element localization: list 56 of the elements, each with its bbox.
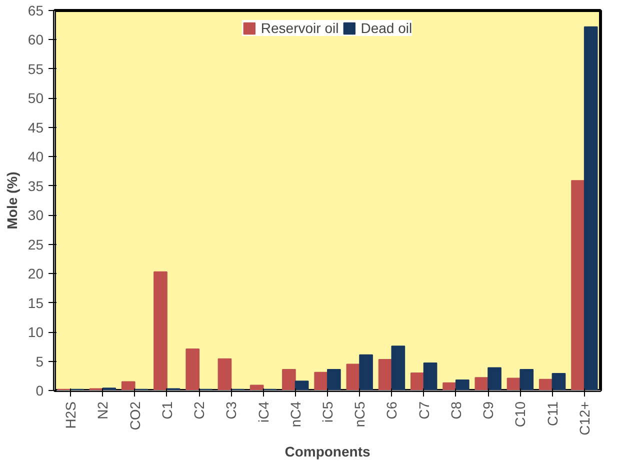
x-tick-label: C9 [480, 401, 496, 420]
y-tick-label: 0 [36, 382, 44, 398]
y-tick-label: 45 [28, 119, 44, 136]
x-tick-label: C1 [158, 401, 175, 420]
x-tick-label: C2 [191, 401, 208, 420]
bar [327, 368, 341, 390]
x-tick-label: C6 [384, 401, 400, 420]
bar [282, 368, 296, 390]
x-tick-label: C3 [223, 401, 240, 420]
bar [314, 372, 328, 390]
bar [121, 381, 136, 390]
x-tick-label: C12+ [576, 402, 592, 436]
bar [154, 271, 168, 390]
y-tick-label: 35 [28, 178, 44, 194]
bar [571, 180, 585, 390]
x-tick-label: iC5 [320, 401, 336, 423]
y-tick-label: 20 [28, 266, 44, 282]
bar [218, 358, 232, 390]
x-tick-label: CO2 [126, 401, 143, 430]
y-tick-label: 25 [28, 236, 44, 252]
x-tick-label: nC5 [352, 401, 368, 428]
x-tick-label: N2 [94, 401, 111, 420]
bar [410, 372, 424, 390]
x-tick-label: C7 [416, 401, 432, 420]
x-tick-label: C8 [448, 401, 464, 420]
y-axis-title: Mole (%) [4, 172, 20, 230]
bar [538, 378, 553, 390]
x-tick-label: iC4 [255, 401, 272, 423]
bar [250, 384, 264, 390]
x-tick-label: C10 [512, 401, 528, 428]
x-axis-title: Components [284, 443, 370, 460]
bar [488, 367, 502, 390]
legend-label: Reservoir oil [260, 20, 339, 36]
y-tick-label: 5 [36, 353, 44, 370]
legend-label: Dead oil [360, 20, 412, 36]
y-tick-label: 65 [28, 2, 44, 18]
bar [359, 354, 373, 390]
bar [520, 368, 534, 390]
y-tick-label: 15 [28, 294, 44, 311]
bar [186, 348, 200, 390]
y-tick-label: 55 [28, 60, 44, 77]
y-tick-label: 60 [28, 32, 44, 48]
x-tick-label: H2S [62, 402, 79, 429]
bar [423, 362, 438, 390]
bar [455, 379, 470, 390]
bar [552, 373, 566, 390]
bar [391, 346, 406, 390]
y-tick-label: 10 [28, 324, 44, 340]
x-tick-label: C11 [544, 401, 560, 426]
y-tick-label: 40 [28, 148, 44, 165]
y-tick-label: 30 [28, 207, 44, 224]
bar [294, 380, 309, 390]
y-tick-label: 50 [28, 90, 44, 106]
bar [584, 26, 598, 390]
bar [474, 377, 489, 390]
x-tick-label: nC4 [287, 401, 304, 428]
